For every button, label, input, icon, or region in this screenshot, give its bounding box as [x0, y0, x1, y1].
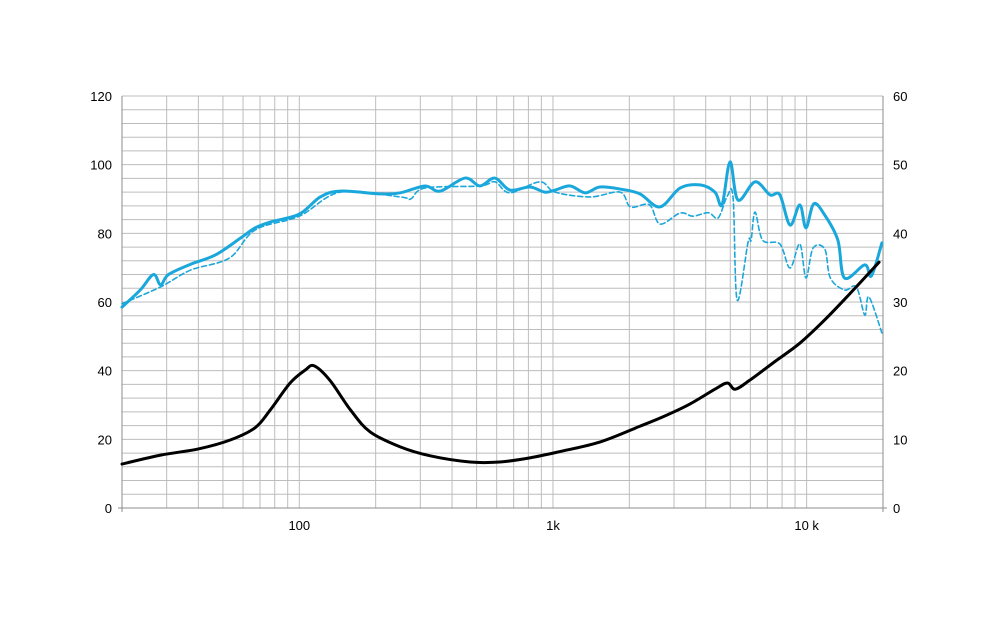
y-tick-label: 0 — [105, 501, 112, 516]
series-group — [120, 160, 884, 466]
y-tick-label: 80 — [98, 226, 112, 241]
y2-tick-label: 20 — [893, 364, 907, 379]
grid — [118, 95, 887, 512]
impedance-curve — [120, 260, 881, 466]
y-tick-labels: 0 20 40 60 80 100 120 — [90, 89, 112, 516]
y2-tick-label: 10 — [893, 432, 907, 447]
y2-tick-label: 30 — [893, 295, 907, 310]
y2-tick-label: 50 — [893, 158, 907, 173]
y2-tick-label: 40 — [893, 226, 907, 241]
x-tick-label: 1k — [546, 518, 560, 533]
y2-tick-labels: 0 10 20 30 40 50 60 — [893, 89, 907, 516]
x-tick-labels: 100 1k 10 k — [288, 518, 819, 533]
y-tick-label: 60 — [98, 295, 112, 310]
spl-dashed-curve — [121, 180, 883, 334]
y-tick-label: 20 — [98, 432, 112, 447]
y2-tick-label: 0 — [893, 501, 900, 516]
spl-solid-curve — [120, 160, 884, 309]
y-tick-label: 40 — [98, 364, 112, 379]
y2-tick-label: 60 — [893, 89, 907, 104]
y-tick-label: 100 — [90, 158, 112, 173]
x-tick-label: 10 k — [794, 518, 819, 533]
y-tick-label: 120 — [90, 89, 112, 104]
x-tick-label: 100 — [288, 518, 310, 533]
